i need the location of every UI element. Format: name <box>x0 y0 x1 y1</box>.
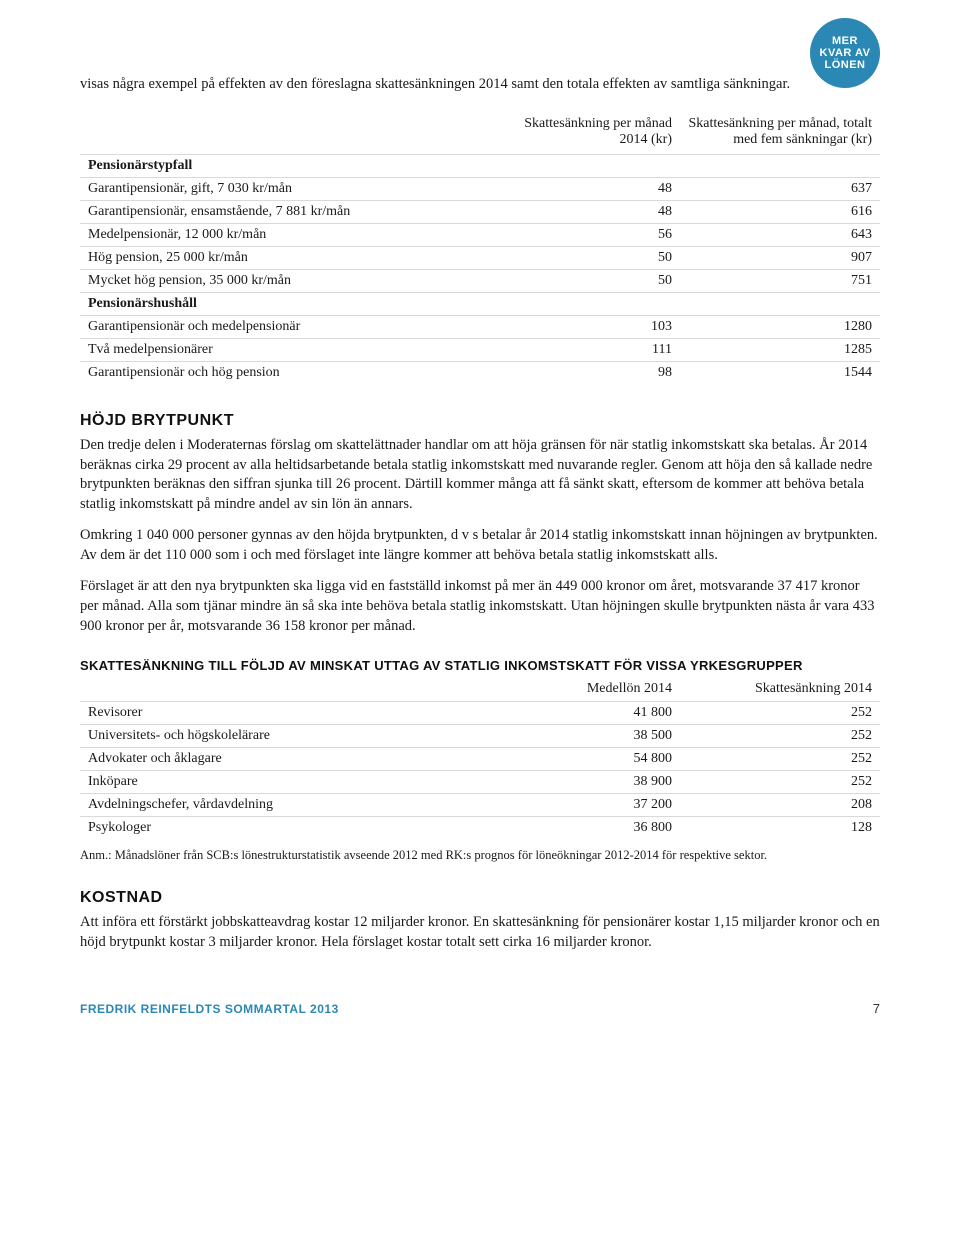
table-head-col2: Skattesänkning per månad, totalt med fem… <box>680 110 880 155</box>
table-cell-label: Två medelpensionärer <box>80 339 496 362</box>
paragraph-kostnad: Att införa ett förstärkt jobbskatteavdra… <box>80 913 880 952</box>
table-cell-label: Garantipensionär, ensamstående, 7 881 kr… <box>80 201 496 224</box>
table-row: Universitets- och högskolelärare 38 500 … <box>80 725 880 748</box>
table-row: Psykologer 36 800 128 <box>80 817 880 840</box>
footer-title: FREDRIK REINFELDTS SOMMARTAL 2013 <box>80 1002 339 1016</box>
heading-hojd-brytpunkt: HÖJD BRYTPUNKT <box>80 412 880 430</box>
table-row: Mycket hög pension, 35 000 kr/mån 50 751 <box>80 270 880 293</box>
table-section-heading: Pensionärshushåll <box>80 293 880 316</box>
table-row: Två medelpensionärer 111 1285 <box>80 339 880 362</box>
table-cell-value: 616 <box>680 201 880 224</box>
table-head-col1: Skattesänkning per månad 2014 (kr) <box>496 110 680 155</box>
table-cell-label: Inköpare <box>80 771 496 794</box>
table-cell-value: 643 <box>680 224 880 247</box>
table-cell-value: 252 <box>680 702 880 725</box>
table-cell-value: 37 200 <box>496 794 680 817</box>
table2-note: Anm.: Månadslöner från SCB:s lönestruktu… <box>80 847 880 863</box>
table-cell-label: Garantipensionär, gift, 7 030 kr/mån <box>80 178 496 201</box>
table-cell-label: Mycket hög pension, 35 000 kr/mån <box>80 270 496 293</box>
table-row: Garantipensionär, gift, 7 030 kr/mån 48 … <box>80 178 880 201</box>
table-cell-value: 50 <box>496 247 680 270</box>
table2-head-col1: Medellön 2014 <box>496 677 680 702</box>
table-head-empty <box>80 110 496 155</box>
table-cell-label: Revisorer <box>80 702 496 725</box>
table-cell-value: 1544 <box>680 362 880 385</box>
table-cell-value: 38 500 <box>496 725 680 748</box>
table2-head-empty <box>80 677 496 702</box>
heading-kostnad: KOSTNAD <box>80 889 880 907</box>
table-row: Advokater och åklagare 54 800 252 <box>80 748 880 771</box>
table-row: Garantipensionär, ensamstående, 7 881 kr… <box>80 201 880 224</box>
table-cell-label: Advokater och åklagare <box>80 748 496 771</box>
table-cell-value: 41 800 <box>496 702 680 725</box>
table-cell-label: Hög pension, 25 000 kr/mån <box>80 247 496 270</box>
table-cell-label: Psykologer <box>80 817 496 840</box>
table-row: Garantipensionär och hög pension 98 1544 <box>80 362 880 385</box>
intro-paragraph: visas några exempel på effekten av den f… <box>80 75 880 95</box>
table-section-heading: Pensionärstypfall <box>80 155 880 178</box>
table-cell-value: 637 <box>680 178 880 201</box>
table-row: Hög pension, 25 000 kr/mån 50 907 <box>80 247 880 270</box>
badge-line3: LÖNEN <box>825 59 866 71</box>
paragraph-bryt-3: Förslaget är att den nya brytpunkten ska… <box>80 577 880 636</box>
footer-page-number: 7 <box>873 1001 880 1016</box>
table-cell-value: 98 <box>496 362 680 385</box>
heading-table2: SKATTESÄNKNING TILL FÖLJD AV MINSKAT UTT… <box>80 658 880 673</box>
table-cell-label: Medelpensionär, 12 000 kr/mån <box>80 224 496 247</box>
badge-mer-kvar-av-lonen: MER KVAR AV LÖNEN <box>810 18 880 88</box>
table-cell-value: 907 <box>680 247 880 270</box>
table-cell-label: Avdelningschefer, vårdavdelning <box>80 794 496 817</box>
table-cell-value: 252 <box>680 725 880 748</box>
table-cell-value: 56 <box>496 224 680 247</box>
table-cell-value: 38 900 <box>496 771 680 794</box>
page: MER KVAR AV LÖNEN visas några exempel på… <box>0 0 960 1046</box>
table-cell-value: 1285 <box>680 339 880 362</box>
paragraph-bryt-1: Den tredje delen i Moderaternas förslag … <box>80 436 880 514</box>
table-row: Avdelningschefer, vårdavdelning 37 200 2… <box>80 794 880 817</box>
table-cell-value: 103 <box>496 316 680 339</box>
table-cell-value: 36 800 <box>496 817 680 840</box>
table-yrkesgrupper: Medellön 2014 Skattesänkning 2014 Reviso… <box>80 677 880 839</box>
table-cell-label: Universitets- och högskolelärare <box>80 725 496 748</box>
table-cell-value: 48 <box>496 201 680 224</box>
table-row: Inköpare 38 900 252 <box>80 771 880 794</box>
table-cell-value: 54 800 <box>496 748 680 771</box>
badge-line2: KVAR AV <box>820 47 871 59</box>
table-cell-value: 252 <box>680 748 880 771</box>
table-row: Revisorer 41 800 252 <box>80 702 880 725</box>
table-cell-value: 111 <box>496 339 680 362</box>
page-footer: FREDRIK REINFELDTS SOMMARTAL 2013 7 <box>80 1001 880 1016</box>
table2-head-col2: Skattesänkning 2014 <box>680 677 880 702</box>
paragraph-bryt-2: Omkring 1 040 000 personer gynnas av den… <box>80 526 880 565</box>
table-cell-value: 751 <box>680 270 880 293</box>
table-cell-value: 48 <box>496 178 680 201</box>
table-row: Medelpensionär, 12 000 kr/mån 56 643 <box>80 224 880 247</box>
table-cell-label: Garantipensionär och hög pension <box>80 362 496 385</box>
table-cell-label: Garantipensionär och medelpensionär <box>80 316 496 339</box>
badge-line1: MER <box>832 35 858 47</box>
table-row: Garantipensionär och medelpensionär 103 … <box>80 316 880 339</box>
table-cell-value: 208 <box>680 794 880 817</box>
table-cell-value: 1280 <box>680 316 880 339</box>
table-pension: Skattesänkning per månad 2014 (kr) Skatt… <box>80 110 880 384</box>
table-cell-value: 128 <box>680 817 880 840</box>
table-cell-value: 50 <box>496 270 680 293</box>
table-cell-value: 252 <box>680 771 880 794</box>
